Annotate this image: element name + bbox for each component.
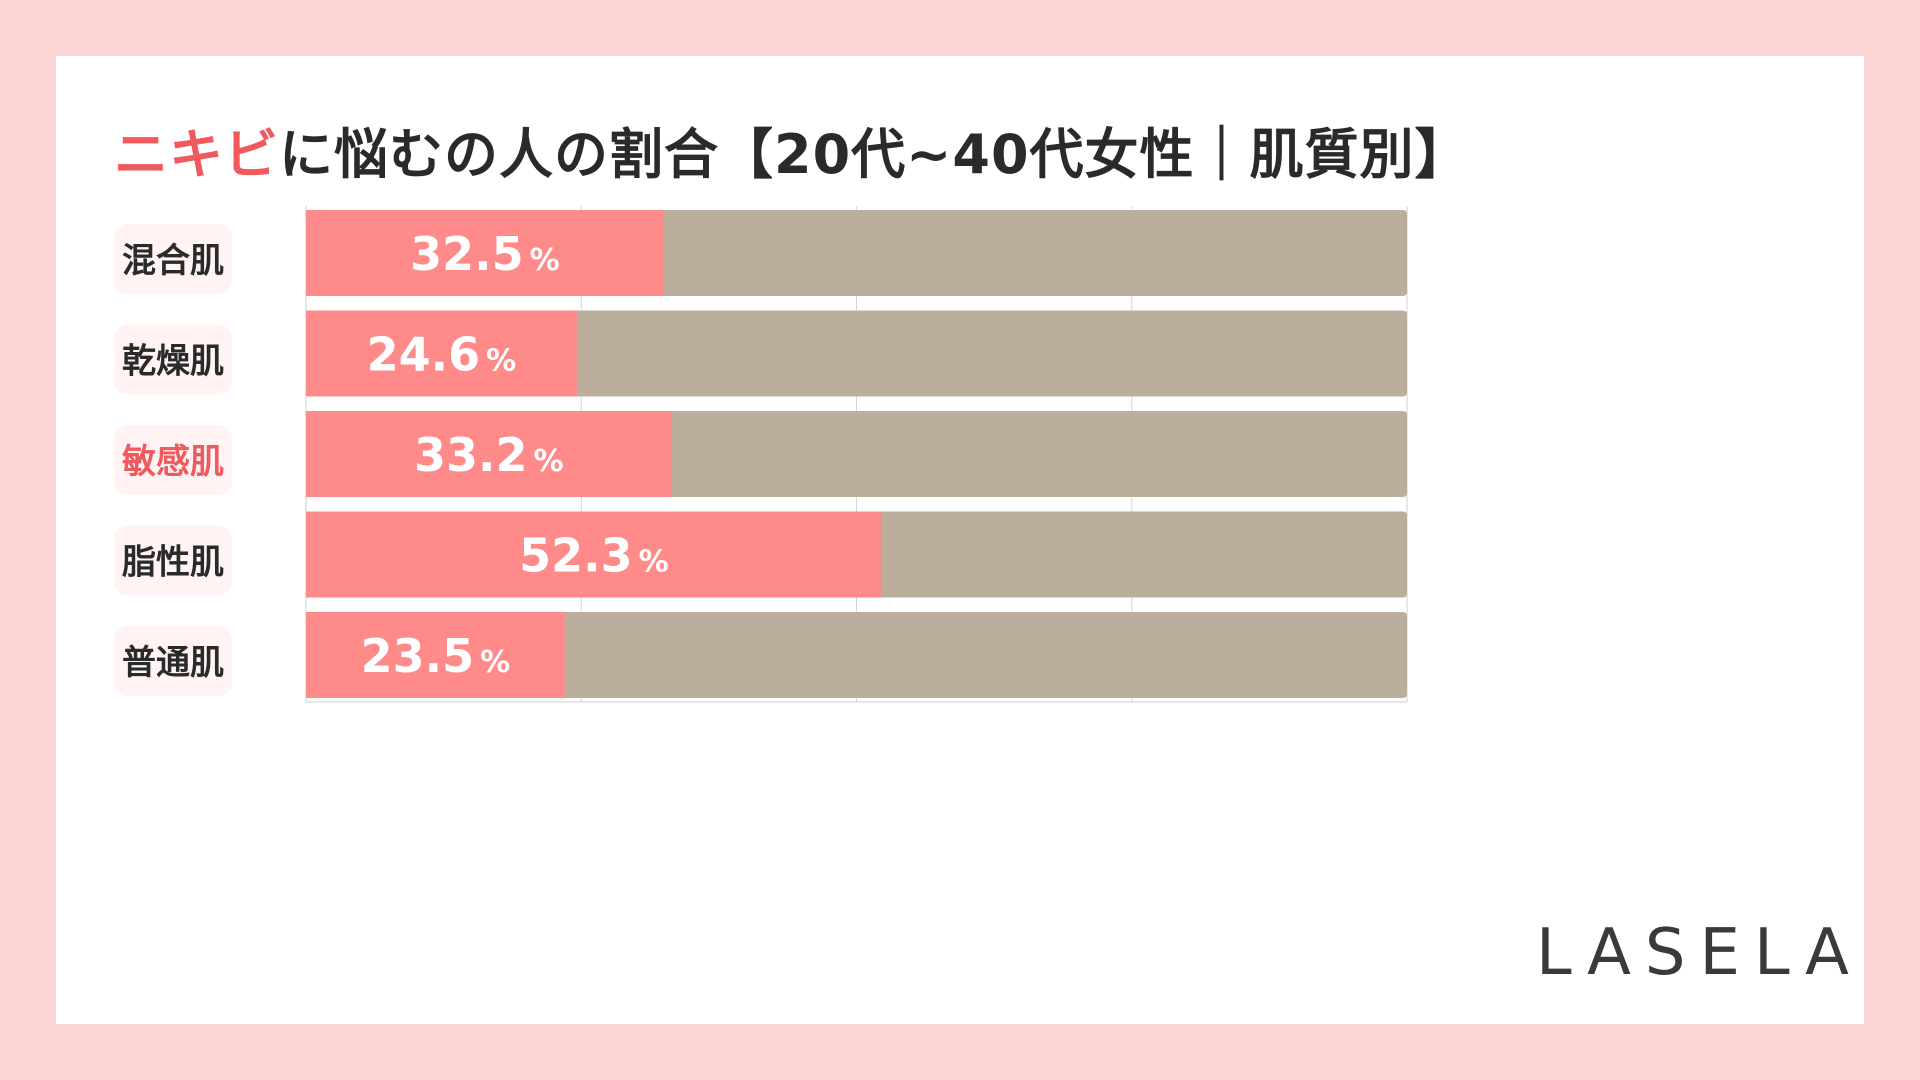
data-label: 32.5% [410, 227, 560, 281]
chart-card: ニキビに悩むの人の割合【20代~40代女性｜肌質別】 32.5% 混合肌 24.6%… [56, 56, 1864, 1024]
chart-title: ニキビに悩むの人の割合【20代~40代女性｜肌質別】 [114, 110, 1470, 189]
category-label: 敏感肌 [122, 442, 224, 482]
brand-logo: LASELA [1536, 916, 1863, 990]
chart-title-highlight: ニキビ [114, 123, 279, 186]
chart-title-rest: に悩むの人の割合【20代~40代女性｜肌質別】 [279, 123, 1470, 186]
bar-remainder [306, 612, 1407, 698]
category-label-pill [114, 425, 232, 495]
category-label-pill [114, 525, 232, 596]
bar [306, 310, 577, 397]
data-label: 23.5% [361, 629, 511, 683]
bar [306, 411, 672, 497]
category-label-pill [114, 324, 232, 395]
data-label: 52.3% [519, 529, 669, 583]
category-label: 脂性肌 [122, 543, 224, 583]
category-label: 乾燥肌 [122, 342, 224, 382]
category-label-pill [114, 224, 232, 294]
data-label: 33.2% [414, 428, 564, 482]
category-label: 混合肌 [122, 241, 224, 281]
data-label: 24.6% [367, 328, 517, 382]
bar [306, 511, 882, 598]
bar-chart: 32.5 % 混合肌 24.6 % 乾燥肌 33.2 % 敏感肌 52.3 % 脂性肌 23.5 % 普通肌 [114, 206, 1408, 703]
bar-remainder [306, 310, 1407, 397]
bar [306, 210, 664, 296]
category-label-pill [114, 626, 232, 696]
category-label: 普通肌 [122, 643, 224, 683]
bar [306, 612, 565, 698]
